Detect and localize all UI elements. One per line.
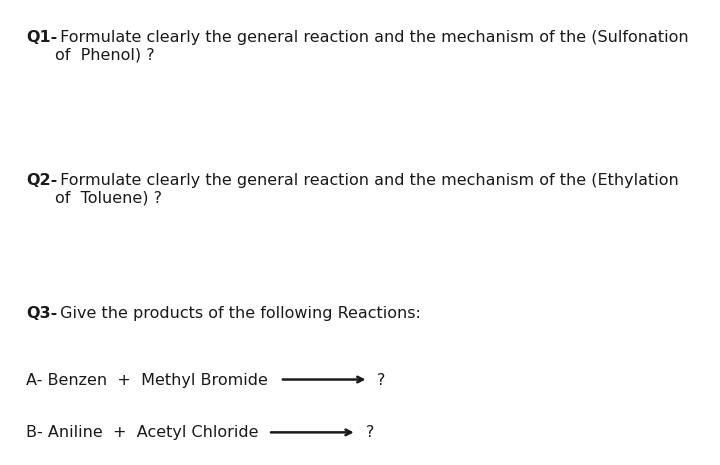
Text: Formulate clearly the general reaction and the mechanism of the (Sulfonation
of : Formulate clearly the general reaction a… bbox=[55, 30, 688, 63]
Text: Q2-: Q2- bbox=[27, 173, 58, 188]
Text: Q3-: Q3- bbox=[27, 306, 58, 321]
Text: A- Benzen  +  Methyl Bromide: A- Benzen + Methyl Bromide bbox=[27, 372, 269, 388]
Text: Q1-: Q1- bbox=[27, 30, 58, 46]
Text: ?: ? bbox=[377, 372, 386, 388]
Text: ?: ? bbox=[366, 425, 374, 440]
Text: Formulate clearly the general reaction and the mechanism of the (Ethylation
of  : Formulate clearly the general reaction a… bbox=[55, 173, 678, 205]
Text: B- Aniline  +  Acetyl Chloride: B- Aniline + Acetyl Chloride bbox=[27, 425, 259, 440]
Text: Give the products of the following Reactions:: Give the products of the following React… bbox=[55, 306, 420, 321]
